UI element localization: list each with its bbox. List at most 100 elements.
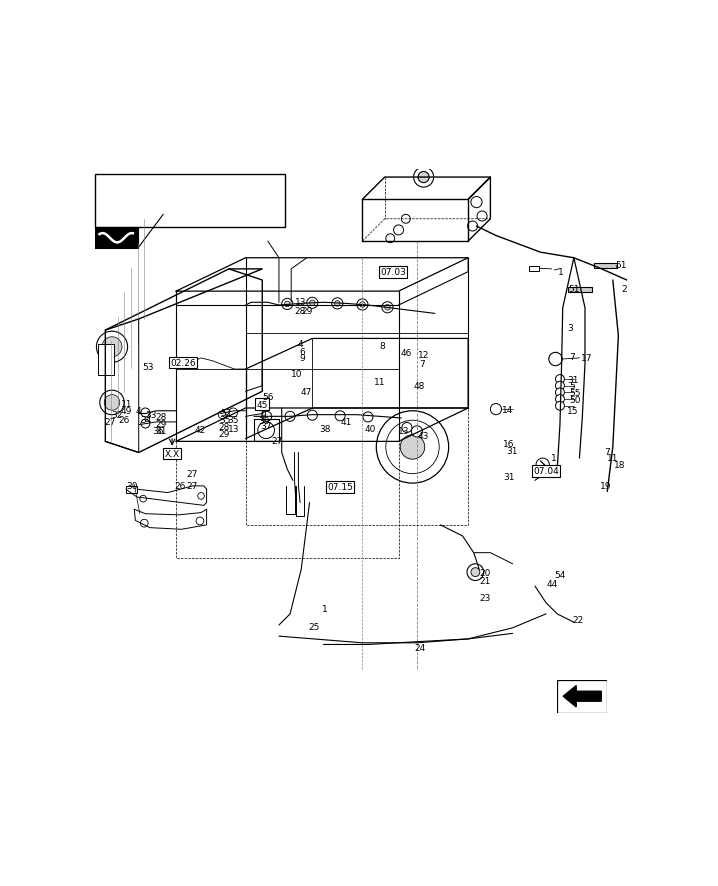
Circle shape (402, 423, 412, 433)
Circle shape (360, 302, 365, 308)
Circle shape (141, 408, 150, 417)
Text: 7: 7 (569, 353, 575, 361)
Circle shape (382, 302, 393, 314)
Circle shape (556, 375, 564, 384)
Text: 53: 53 (142, 362, 154, 371)
Bar (95, 175, 284, 228)
Text: 29: 29 (155, 420, 167, 429)
Text: 49: 49 (121, 407, 132, 416)
Circle shape (218, 411, 226, 419)
Circle shape (401, 215, 410, 224)
Circle shape (261, 412, 271, 422)
Text: 55: 55 (569, 388, 581, 398)
Text: 1: 1 (322, 604, 328, 613)
Circle shape (471, 198, 482, 208)
Text: 10: 10 (292, 369, 303, 378)
Circle shape (386, 235, 395, 244)
Circle shape (141, 420, 150, 429)
Text: 31: 31 (155, 426, 167, 435)
Text: 7: 7 (604, 447, 610, 456)
Text: 11: 11 (121, 400, 132, 408)
Text: 2: 2 (621, 285, 627, 294)
Text: 22: 22 (573, 615, 584, 625)
Text: 13: 13 (228, 424, 239, 433)
Circle shape (281, 299, 293, 310)
Text: 41: 41 (340, 418, 352, 427)
Circle shape (332, 299, 343, 309)
Text: 07.04: 07.04 (533, 467, 559, 476)
Text: 17: 17 (581, 354, 592, 363)
Circle shape (309, 300, 315, 307)
Text: 4: 4 (136, 407, 141, 416)
Circle shape (556, 402, 564, 411)
Circle shape (140, 496, 146, 502)
Text: 14: 14 (501, 405, 513, 414)
Circle shape (385, 305, 391, 311)
Text: 43: 43 (418, 431, 429, 441)
Text: 13: 13 (398, 426, 409, 435)
Circle shape (100, 391, 124, 416)
Text: 24: 24 (414, 643, 425, 652)
Circle shape (307, 411, 317, 421)
Text: 16: 16 (503, 439, 514, 448)
Text: 51: 51 (569, 285, 580, 294)
Text: 02.26: 02.26 (170, 359, 196, 368)
Circle shape (229, 408, 238, 417)
Text: 56: 56 (262, 392, 274, 402)
Circle shape (376, 411, 449, 484)
Text: 31: 31 (506, 447, 518, 455)
Text: 9: 9 (260, 411, 266, 420)
Circle shape (467, 564, 484, 581)
Text: X.X: X.X (164, 449, 180, 459)
Text: 29: 29 (302, 307, 313, 315)
Text: 52: 52 (220, 408, 232, 417)
Circle shape (393, 226, 404, 236)
Circle shape (556, 389, 564, 398)
Circle shape (104, 395, 120, 411)
Text: 8: 8 (379, 342, 385, 351)
Text: 33: 33 (145, 411, 157, 420)
Circle shape (141, 520, 148, 527)
Text: 5: 5 (569, 382, 575, 391)
Circle shape (357, 299, 368, 311)
Text: 20: 20 (480, 569, 490, 578)
Circle shape (400, 435, 425, 460)
Text: 15: 15 (567, 407, 579, 416)
Text: 51: 51 (615, 261, 627, 270)
Text: 30: 30 (126, 482, 138, 491)
Bar (594, 263, 617, 268)
Text: 45: 45 (256, 400, 268, 409)
Text: 1: 1 (551, 454, 556, 462)
Circle shape (307, 298, 318, 309)
Text: 27: 27 (271, 436, 282, 446)
Text: 36: 36 (152, 426, 164, 435)
Text: 6: 6 (299, 347, 304, 356)
Bar (96, 228, 138, 248)
Text: 13: 13 (294, 298, 306, 307)
Text: 11: 11 (373, 377, 385, 386)
Circle shape (549, 353, 562, 366)
Text: 26: 26 (118, 416, 130, 424)
Text: 35: 35 (228, 416, 239, 424)
Text: 34: 34 (140, 416, 151, 424)
Circle shape (471, 568, 480, 577)
Text: 21: 21 (480, 576, 490, 586)
Text: 29: 29 (219, 430, 230, 439)
Text: 1: 1 (559, 268, 564, 276)
Text: 47: 47 (300, 387, 312, 396)
Text: 42: 42 (195, 425, 205, 434)
Text: 18: 18 (614, 460, 625, 470)
Text: 3: 3 (567, 324, 573, 333)
Circle shape (411, 426, 422, 438)
Text: 9: 9 (299, 354, 304, 363)
Circle shape (544, 467, 555, 478)
Text: 4: 4 (298, 340, 304, 349)
Circle shape (197, 493, 205, 500)
Bar (98, 345, 113, 375)
Text: 46: 46 (400, 348, 411, 357)
Text: 48: 48 (414, 382, 425, 391)
Text: 35: 35 (219, 416, 230, 424)
Text: 25: 25 (309, 622, 320, 631)
Text: 54: 54 (554, 571, 565, 579)
Circle shape (556, 395, 564, 404)
